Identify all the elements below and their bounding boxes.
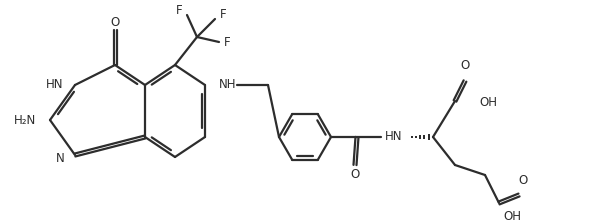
- Text: F: F: [176, 4, 182, 17]
- Text: HN: HN: [46, 78, 63, 91]
- Text: HN: HN: [385, 131, 403, 144]
- Text: OH: OH: [503, 211, 521, 224]
- Text: NH: NH: [219, 78, 237, 91]
- Text: F: F: [220, 7, 226, 21]
- Text: F: F: [224, 35, 231, 49]
- Text: N: N: [56, 153, 65, 166]
- Text: O: O: [350, 168, 360, 181]
- Text: O: O: [110, 17, 120, 30]
- Text: OH: OH: [479, 97, 497, 110]
- Text: O: O: [518, 174, 528, 187]
- Text: H₂N: H₂N: [14, 114, 36, 127]
- Text: O: O: [461, 59, 470, 72]
